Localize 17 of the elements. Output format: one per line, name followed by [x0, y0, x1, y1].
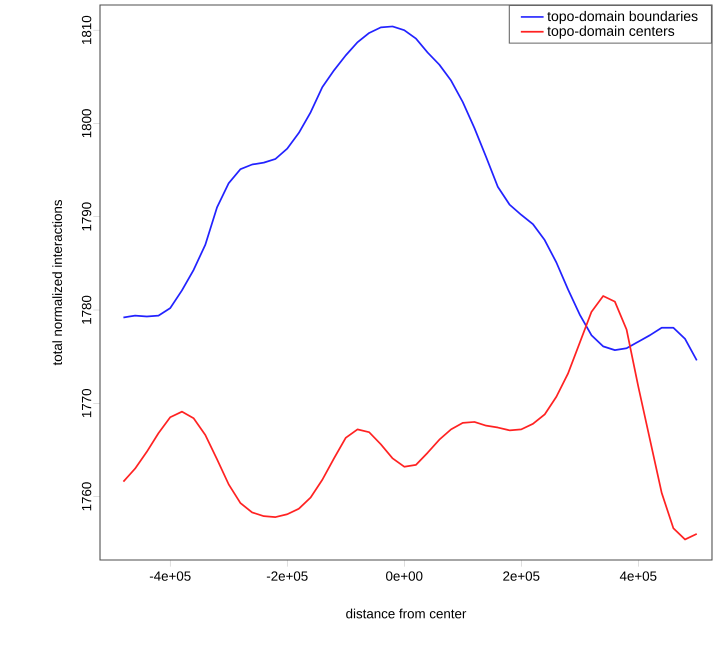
y-tick-label: 1790 — [82, 202, 92, 231]
x-axis-title: distance from center — [346, 608, 466, 618]
y-tick-label: 1780 — [82, 296, 92, 324]
x-tick-label: -4e+05 — [150, 571, 191, 581]
legend-label: topo-domain boundaries — [547, 10, 698, 24]
legend-label: topo-domain centers — [547, 26, 674, 39]
y-tick-label: 1760 — [82, 482, 92, 510]
y-tick-label: 1800 — [82, 109, 92, 138]
x-tick-label: 0e+00 — [386, 571, 422, 581]
y-axis-title: total normalized interactions — [52, 200, 62, 366]
y-tick-label: 1770 — [82, 388, 92, 418]
line-series — [122, 295, 698, 540]
x-tick-label: 4e+05 — [620, 571, 656, 581]
y-tick-label: 1810 — [82, 16, 92, 44]
x-tick-label: -2e+05 — [266, 571, 308, 581]
line-series — [122, 26, 698, 362]
x-tick-label: 2e+05 — [503, 571, 540, 581]
